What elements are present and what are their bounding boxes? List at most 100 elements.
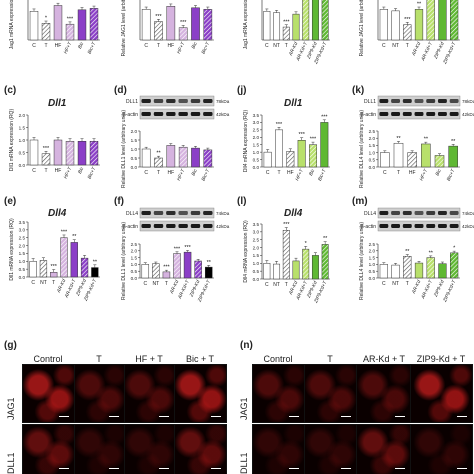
significance-label: ** <box>396 136 401 142</box>
x-tick-label: AR-Kd <box>287 41 299 58</box>
kda-label: 42kDa <box>216 112 230 117</box>
blot-band <box>402 99 412 103</box>
bar <box>263 263 271 280</box>
fluorescence-image <box>22 424 75 474</box>
bar <box>391 264 400 279</box>
blot-band <box>141 112 151 116</box>
significance-label: *** <box>276 122 283 128</box>
bar <box>403 24 412 41</box>
y-tick-label: 2.0 <box>369 136 376 141</box>
x-tick-label: HF+T <box>63 40 74 54</box>
bar <box>438 263 447 279</box>
bar-chart-top-right: Jag1 mRNA expression (RQ) C NT***T AR-KdAR-… <box>243 0 330 66</box>
y-axis-label: Jag1 mRNA expression (RQ) <box>9 0 15 49</box>
bar <box>141 148 151 168</box>
significance-label: *** <box>298 132 305 138</box>
kda-label: 42kDa <box>462 112 474 117</box>
blot-band <box>166 99 176 103</box>
significance-label: *** <box>43 146 50 152</box>
bar <box>286 151 295 168</box>
western-blot: DLL4 β-actin 74kDa 42kDa <box>361 207 474 232</box>
y-tick-label: 0.0 <box>369 276 376 281</box>
bar-chart-f: 0.0 0.5 1.0 1.5 2.0 2.5 Relative DLL4 level (a… <box>359 110 460 188</box>
x-tick-label: AR-Kd <box>287 280 299 297</box>
x-tick-label: T <box>44 43 47 49</box>
blot-label: DLL4 <box>126 211 138 217</box>
bar <box>29 139 39 166</box>
bar <box>183 251 192 279</box>
bar <box>191 7 200 41</box>
bar <box>273 263 281 280</box>
y-tick-label: 0.5 <box>19 150 26 155</box>
bar <box>29 261 37 278</box>
y-axis-label: Relative DLL4 level (arbitrary units) <box>359 222 365 300</box>
bar <box>450 0 459 41</box>
x-tick-label: Bic+T <box>317 167 328 182</box>
bar <box>178 146 188 168</box>
bar-chart-k: 0.0 0.5 1.0 1.52.0 2.5 Relative DLL1 level (a… <box>121 222 214 304</box>
x-tick-label: C <box>31 280 35 286</box>
scale-bar <box>109 415 119 417</box>
blot-band <box>414 112 424 116</box>
bar <box>173 253 181 279</box>
bar <box>414 262 424 279</box>
scale-bar <box>457 467 467 469</box>
western-blot: DLL1 β-actin 78kDa 42kDa <box>361 95 474 120</box>
x-tick-label: HF+T <box>294 167 305 181</box>
western-blot: DLL4 β-actin 74kDa 42kDa <box>123 207 230 232</box>
x-tick-label: C <box>383 170 387 176</box>
y-tick-label: 2.0 <box>253 245 260 250</box>
bar <box>194 260 202 279</box>
bar-chart-m: 0.0 0.5 1.0 1.52.0 2.5 Relative DLL4 level (a… <box>359 222 460 304</box>
significance-label: *** <box>61 229 68 235</box>
bar <box>53 5 63 41</box>
y-tick-label: 2.0 <box>131 129 138 134</box>
panel-label-n: (n) <box>240 340 253 351</box>
bar <box>89 8 99 41</box>
bar <box>203 9 213 41</box>
blot-band <box>141 224 151 228</box>
blot-band <box>166 211 176 215</box>
blot-band <box>190 224 201 228</box>
blot-band <box>449 112 459 116</box>
y-tick-label: 1.0 <box>19 138 26 143</box>
y-axis-label: Relative DLL1 level (arbitrary units) <box>121 222 127 300</box>
bar <box>321 244 329 280</box>
fluorescence-image <box>304 364 357 423</box>
significance-label: ** <box>323 236 328 242</box>
bar <box>321 0 329 41</box>
x-tick-label: T <box>44 168 47 174</box>
fluorescence-image <box>410 424 473 474</box>
x-tick-label: NT <box>273 43 280 49</box>
blot-label: β-actin <box>361 224 376 230</box>
y-tick-label: 2.5 <box>131 242 138 247</box>
x-tick-label: Bic <box>191 168 200 177</box>
bar-chart-d: 0.0 0.5 1.0 1.5 2.0 Relative DLL1 level (arbi… <box>121 110 214 188</box>
blot-band <box>426 112 436 116</box>
x-tick-label: Bic+T <box>200 40 211 55</box>
y-tick-label: 0.0 <box>131 165 138 170</box>
bar <box>91 267 99 278</box>
gene-title-dll4-right: Dll4 <box>284 208 303 219</box>
x-tick-label: Bic+T <box>87 165 98 180</box>
y-tick-label: 2.5 <box>19 236 26 241</box>
bar-chart-top-left-2: Relative JAG1 level (arbitrary units) C **… <box>121 0 214 56</box>
fluorescence-image <box>124 364 175 423</box>
micro-title: Bic + T <box>185 354 215 364</box>
y-tick-label: 3.5 <box>253 113 260 118</box>
bar <box>50 272 58 278</box>
y-axis-label: Relative JAG1 level (arbitrary units) <box>121 0 127 56</box>
bar <box>263 151 272 168</box>
gene-title-dll1-left: Dll1 <box>48 98 67 109</box>
y-tick-label: 3.0 <box>253 230 260 235</box>
panel-label-g: (g) <box>4 340 17 351</box>
y-tick-label: 3.0 <box>19 228 26 233</box>
x-tick-label: Bic <box>77 41 86 50</box>
significance-label: *** <box>283 222 290 228</box>
significance-label: *** <box>321 114 328 120</box>
x-tick-label: HF+T <box>176 167 187 181</box>
blot-band <box>178 99 188 103</box>
micro-title: Control <box>33 354 63 364</box>
bar <box>320 122 329 168</box>
